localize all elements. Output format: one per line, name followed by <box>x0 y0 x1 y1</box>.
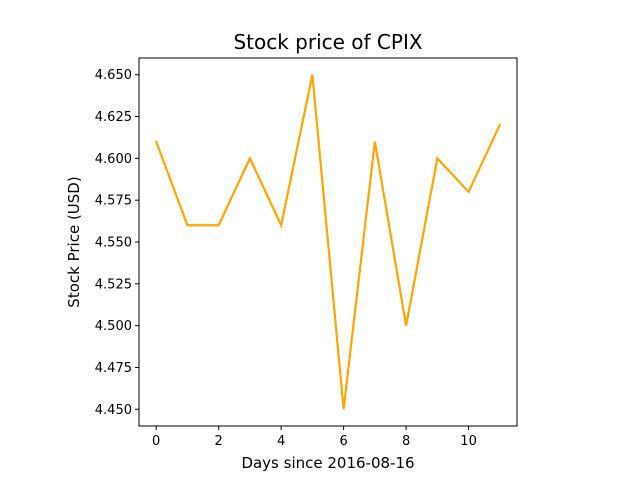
y-tick-label: 4.525 <box>95 277 132 292</box>
chart-title: Stock price of CPIX <box>233 30 422 54</box>
x-tick-label: 10 <box>460 434 477 449</box>
y-tick-label: 4.550 <box>95 236 132 251</box>
x-tick-label: 8 <box>402 434 410 449</box>
y-tick-label: 4.650 <box>95 68 132 83</box>
x-tick-label: 2 <box>215 434 223 449</box>
x-axis-label: Days since 2016-08-16 <box>241 454 414 472</box>
y-tick-label: 4.475 <box>95 361 132 376</box>
series-group <box>154 74 502 410</box>
x-tick-label: 4 <box>277 434 285 449</box>
y-axis-label: Stock Price (USD) <box>65 176 83 307</box>
y-tick-label: 4.600 <box>95 152 132 167</box>
x-axis: 0 2 4 6 8 10 <box>152 426 477 449</box>
x-tick-label: 0 <box>152 434 160 449</box>
x-tick-label: 6 <box>339 434 347 449</box>
y-tick-label: 4.500 <box>95 319 132 334</box>
y-tick-label: 4.625 <box>95 110 132 125</box>
y-tick-label: 4.450 <box>95 403 132 418</box>
series-line-0 <box>154 74 502 410</box>
y-axis: 4.450 4.475 4.500 4.525 4.550 4.575 4.600 4.625… <box>95 68 139 418</box>
y-tick-label: 4.575 <box>95 194 132 209</box>
